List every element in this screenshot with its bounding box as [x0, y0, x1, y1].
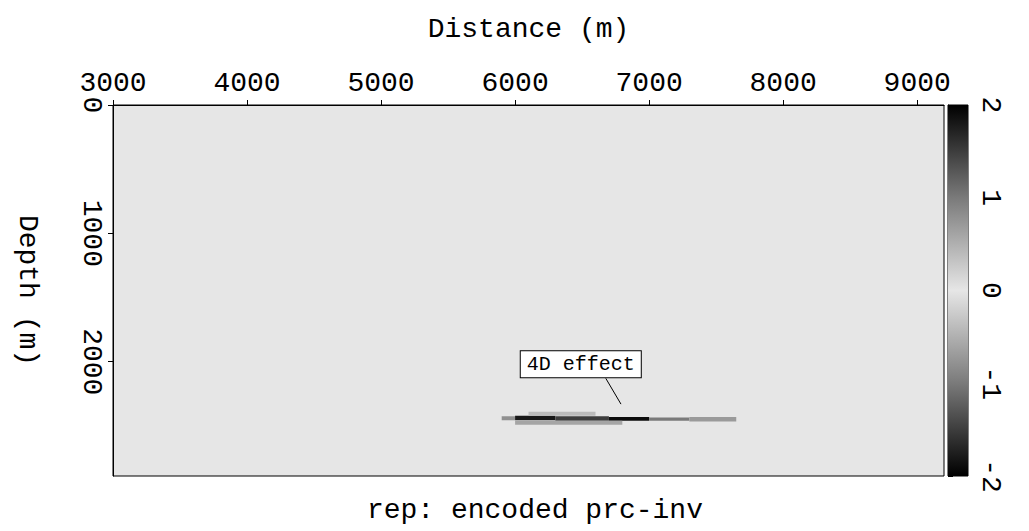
svg-text:Depth (m): Depth (m) — [12, 215, 43, 366]
svg-text:2000: 2000 — [76, 328, 107, 395]
svg-text:Distance (m): Distance (m) — [428, 14, 630, 45]
svg-text:4D effect: 4D effect — [527, 353, 635, 376]
svg-text:2: 2 — [975, 97, 1006, 114]
svg-text:7000: 7000 — [616, 68, 683, 99]
svg-text:6000: 6000 — [481, 68, 548, 99]
svg-text:-2: -2 — [975, 459, 1006, 493]
svg-text:0: 0 — [76, 97, 107, 114]
svg-text:rep: encoded prc-inv: rep: encoded prc-inv — [367, 495, 703, 526]
svg-text:4000: 4000 — [213, 68, 280, 99]
svg-text:0: 0 — [975, 282, 1006, 299]
svg-text:1000: 1000 — [76, 200, 107, 267]
svg-text:5000: 5000 — [347, 68, 414, 99]
svg-text:8000: 8000 — [750, 68, 817, 99]
svg-text:1: 1 — [975, 189, 1006, 206]
svg-text:-1: -1 — [975, 366, 1006, 400]
svg-text:3000: 3000 — [79, 68, 146, 99]
svg-text:9000: 9000 — [884, 68, 951, 99]
